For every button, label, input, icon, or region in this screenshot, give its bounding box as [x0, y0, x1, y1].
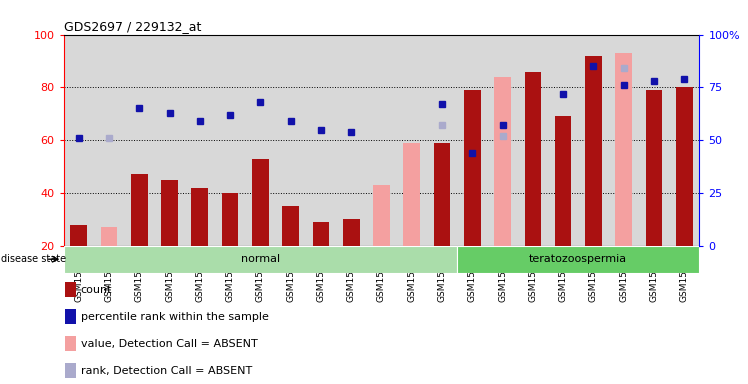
Bar — [434, 143, 450, 246]
Bar — [162, 180, 178, 246]
Bar — [66, 363, 76, 378]
Text: disease state: disease state — [1, 254, 67, 264]
Bar — [131, 174, 147, 246]
Bar — [282, 206, 299, 246]
Bar — [64, 246, 457, 273]
Text: percentile rank within the sample: percentile rank within the sample — [81, 312, 269, 322]
Text: value, Detection Call = ABSENT: value, Detection Call = ABSENT — [81, 339, 257, 349]
Text: normal: normal — [241, 254, 280, 264]
Bar — [70, 225, 87, 246]
Bar — [313, 222, 329, 246]
Bar — [616, 53, 632, 246]
Bar — [101, 227, 117, 246]
Bar — [676, 88, 693, 246]
Bar — [66, 336, 76, 351]
Bar — [457, 246, 699, 273]
Bar — [343, 219, 360, 246]
Bar — [403, 143, 420, 246]
Text: GDS2697 / 229132_at: GDS2697 / 229132_at — [64, 20, 201, 33]
Bar — [524, 71, 542, 246]
Bar — [585, 56, 601, 246]
Bar — [191, 188, 208, 246]
Bar — [66, 282, 76, 298]
Bar — [555, 116, 571, 246]
Bar — [646, 90, 662, 246]
Bar — [221, 193, 239, 246]
Text: teratozoospermia: teratozoospermia — [530, 254, 628, 264]
Text: rank, Detection Call = ABSENT: rank, Detection Call = ABSENT — [81, 366, 252, 376]
Bar — [464, 90, 481, 246]
Bar — [66, 309, 76, 324]
Text: count: count — [81, 285, 112, 295]
Bar — [252, 159, 269, 246]
Bar — [494, 77, 511, 246]
Bar — [373, 185, 390, 246]
